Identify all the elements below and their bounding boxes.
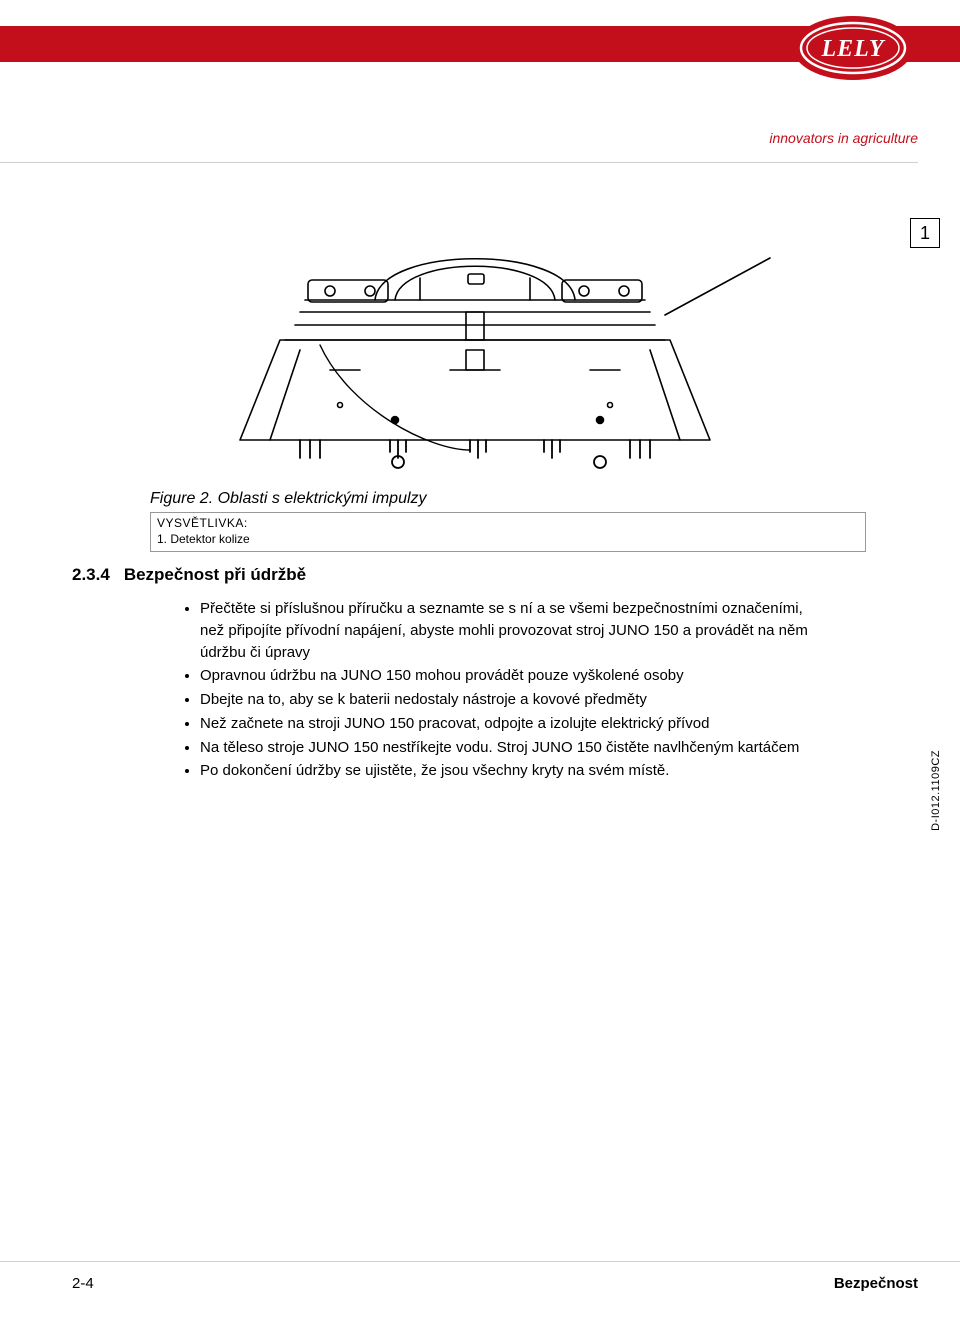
brand-tagline: innovators in agriculture [769, 130, 918, 146]
footer-rule [0, 1261, 960, 1262]
document-code: D-I012.1109CZ [930, 750, 942, 831]
list-item: Po dokončení údržby se ujistěte, že jsou… [200, 760, 820, 782]
header-rule [0, 162, 918, 163]
figure-machine-drawing [170, 200, 780, 480]
section-number: 2.3.4 [72, 565, 110, 585]
list-item: Než začnete na stroji JUNO 150 pracovat,… [200, 713, 820, 735]
figure-legend: VYSVĚTLIVKA: 1. Detektor kolize [150, 512, 866, 552]
section-heading: 2.3.4 Bezpečnost při údržbě [72, 565, 872, 585]
figure-caption: Figure 2. Oblasti s elektrickými impulzy [150, 490, 427, 508]
footer-section-title: Bezpečnost [834, 1275, 918, 1292]
figure-callout-1: 1 [910, 218, 940, 248]
bullet-list: Přečtěte si příslušnou příručku a seznam… [180, 598, 820, 784]
list-item: Dbejte na to, aby se k baterii nedostaly… [200, 689, 820, 711]
section-title: Bezpečnost při údržbě [124, 565, 306, 585]
list-item: Na těleso stroje JUNO 150 nestříkejte vo… [200, 737, 820, 759]
list-item: Přečtěte si příslušnou příručku a seznam… [200, 598, 820, 663]
svg-text:LELY: LELY [820, 36, 885, 62]
list-item: Opravnou údržbu na JUNO 150 mohou provád… [200, 665, 820, 687]
footer-page-number: 2-4 [72, 1275, 94, 1292]
page: LELY innovators in agriculture [0, 0, 960, 1322]
legend-head: VYSVĚTLIVKA: [157, 515, 859, 531]
brand-logo: LELY [788, 10, 918, 91]
legend-item: 1. Detektor kolize [157, 531, 859, 547]
